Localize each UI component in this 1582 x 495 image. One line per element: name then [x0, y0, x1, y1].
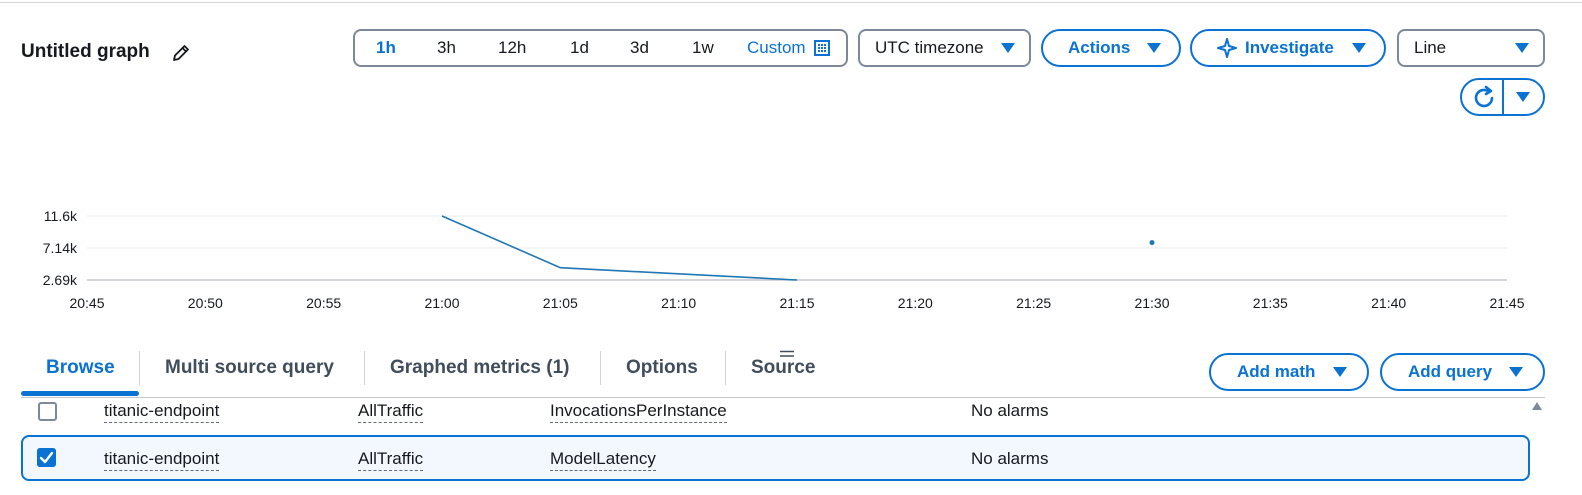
x-tick-label: 20:55: [306, 295, 341, 311]
checkbox-checked-icon[interactable]: [37, 448, 56, 467]
tab-source[interactable]: Source: [751, 357, 816, 378]
y-tick-label: 7.14k: [43, 240, 78, 256]
caret-down-icon: [1509, 367, 1523, 377]
y-axis-labels: 11.6k 7.14k 2.69k: [43, 208, 78, 288]
metric-name[interactable]: InvocationsPerInstance: [550, 401, 727, 423]
range-1w[interactable]: 1w: [692, 38, 714, 57]
tab-graphed-metrics[interactable]: Graphed metrics (1): [390, 357, 570, 378]
x-tick-label: 21:00: [424, 295, 459, 311]
series-point: [1149, 240, 1155, 246]
chart-series: [441, 215, 1155, 281]
timezone-select[interactable]: UTC timezone: [858, 29, 1031, 67]
series-line: [441, 215, 798, 281]
x-tick-label: 21:20: [898, 295, 933, 311]
caret-down-icon: [1333, 367, 1347, 377]
caret-down-icon: [1147, 43, 1161, 53]
x-axis-labels: 20:45 20:50 20:55 21:00 21:05 21:10 21:15 21:20…: [69, 295, 1524, 311]
actions-button[interactable]: Actions: [1041, 29, 1181, 67]
caret-down-icon: [1001, 43, 1015, 53]
add-math-label: Add math: [1237, 362, 1316, 381]
range-3d[interactable]: 3d: [630, 38, 649, 57]
refresh-divider: [1502, 80, 1504, 114]
pencil-icon[interactable]: [171, 43, 191, 63]
tab-separator: [600, 351, 601, 385]
scroll-up-icon[interactable]: [1532, 402, 1542, 410]
caret-down-icon: [1515, 43, 1529, 53]
range-custom[interactable]: Custom: [747, 38, 830, 58]
graph-title: Untitled graph: [21, 41, 150, 62]
metric-line-chart: 11.6k 7.14k 2.69k 20:45 20:50 20:55 21:00 21:0…: [43, 208, 1525, 311]
add-query-label: Add query: [1408, 362, 1493, 381]
actions-label: Actions: [1068, 38, 1131, 57]
range-1h[interactable]: 1h: [376, 38, 396, 57]
x-tick-label: 21:40: [1371, 295, 1406, 311]
caret-down-icon: [1352, 43, 1366, 53]
tab-browse[interactable]: Browse: [46, 357, 115, 378]
chart-type-select[interactable]: Line: [1397, 29, 1545, 67]
variant-name[interactable]: AllTraffic: [358, 449, 424, 471]
chart-type-value: Line: [1414, 38, 1447, 57]
tab-options[interactable]: Options: [626, 357, 698, 378]
active-tab-indicator: [21, 391, 139, 396]
x-tick-label: 20:45: [69, 295, 104, 311]
tab-separator: [139, 351, 140, 385]
endpoint-name[interactable]: titanic-endpoint: [104, 401, 220, 423]
x-tick-label: 21:15: [779, 295, 814, 311]
variant-name[interactable]: AllTraffic: [358, 401, 424, 423]
refresh-icon[interactable]: [1471, 85, 1497, 111]
tabs-divider: [21, 397, 1545, 398]
investigate-button[interactable]: Investigate: [1190, 29, 1386, 67]
chart-grid: [87, 215, 1507, 249]
tab-separator: [364, 351, 365, 385]
x-tick-label: 21:45: [1489, 295, 1524, 311]
x-tick-label: 21:25: [1016, 295, 1051, 311]
calendar-icon: [813, 40, 830, 56]
range-12h[interactable]: 12h: [498, 38, 527, 57]
sparkle-icon: [1217, 38, 1237, 58]
x-tick-label: 21:05: [543, 295, 578, 311]
metric-row-selected[interactable]: titanic-endpoint AllTraffic ModelLatency…: [21, 435, 1530, 481]
alarm-status: No alarms: [971, 449, 1049, 468]
refresh-button-group: [1460, 78, 1545, 116]
x-tick-label: 21:35: [1253, 295, 1288, 311]
tab-multi-source-query[interactable]: Multi source query: [165, 357, 334, 378]
resize-handle-icon[interactable]: [779, 350, 795, 358]
x-tick-label: 21:10: [661, 295, 696, 311]
add-query-button[interactable]: Add query: [1380, 353, 1545, 391]
investigate-label: Investigate: [1245, 38, 1334, 57]
metric-name[interactable]: ModelLatency: [550, 449, 656, 471]
range-custom-label: Custom: [747, 38, 806, 57]
x-tick-label: 21:30: [1134, 295, 1169, 311]
range-3h[interactable]: 3h: [437, 38, 456, 57]
timezone-value: UTC timezone: [875, 38, 984, 57]
row-checkbox[interactable]: [38, 402, 57, 421]
metric-row[interactable]: titanic-endpoint AllTraffic InvocationsP…: [21, 398, 1530, 444]
range-1d[interactable]: 1d: [570, 38, 589, 57]
caret-down-icon[interactable]: [1516, 92, 1530, 102]
time-range-selector: 1h 3h 12h 1d 3d 1w Custom: [353, 29, 848, 67]
x-tick-label: 20:50: [188, 295, 223, 311]
top-divider: [0, 2, 1582, 3]
y-tick-label: 11.6k: [44, 208, 78, 224]
endpoint-name[interactable]: titanic-endpoint: [104, 449, 220, 471]
add-math-button[interactable]: Add math: [1209, 353, 1369, 391]
y-tick-label: 2.69k: [43, 272, 78, 288]
alarm-status: No alarms: [971, 401, 1049, 420]
tab-separator: [725, 351, 726, 385]
